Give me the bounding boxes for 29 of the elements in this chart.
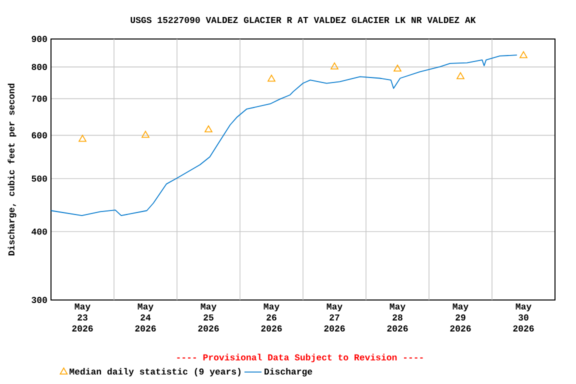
- chart-title: USGS 15227090 VALDEZ GLACIER R AT VALDEZ GLACIER LK NR VALDEZ AK: [130, 16, 476, 24]
- legend-label: Median daily statistic (9 years): [70, 368, 240, 376]
- point: [204, 125, 212, 132]
- point: [78, 134, 86, 142]
- y-tick-label: 800: [32, 64, 47, 70]
- x-tick-label: May 28 2026: [387, 304, 408, 332]
- line-series: [50, 54, 518, 216]
- point: [394, 64, 402, 72]
- point: [456, 72, 464, 80]
- point: [268, 74, 276, 82]
- text: ---- Provisional Data Subject to Revision ----: [177, 354, 423, 362]
- x-tick-label: May 29 2026: [450, 304, 471, 332]
- y-tick-label: 400: [32, 228, 47, 235]
- y-tick-label: 600: [32, 132, 47, 138]
- x-tick-label: May 23 2026: [72, 304, 93, 332]
- x-tick-label: May 26 2026: [261, 304, 282, 332]
- x-tick-label: May 25 2026: [198, 304, 219, 332]
- y-tick-label: 300: [32, 296, 47, 304]
- y-axis-title: Discharge, cubic feet per second: [8, 84, 16, 256]
- point: [520, 51, 528, 58]
- point: [330, 62, 338, 70]
- point: [142, 130, 150, 138]
- y-tick-label: 900: [32, 36, 47, 42]
- x-tick-label: May 24 2026: [135, 304, 156, 332]
- y-tick-label: 700: [32, 96, 47, 102]
- x-tick-label: May 30 2026: [513, 304, 534, 332]
- y-tick-label: 500: [32, 176, 47, 182]
- x-tick-label: May 27 2026: [324, 304, 345, 332]
- legend-label: Discharge: [264, 368, 312, 376]
